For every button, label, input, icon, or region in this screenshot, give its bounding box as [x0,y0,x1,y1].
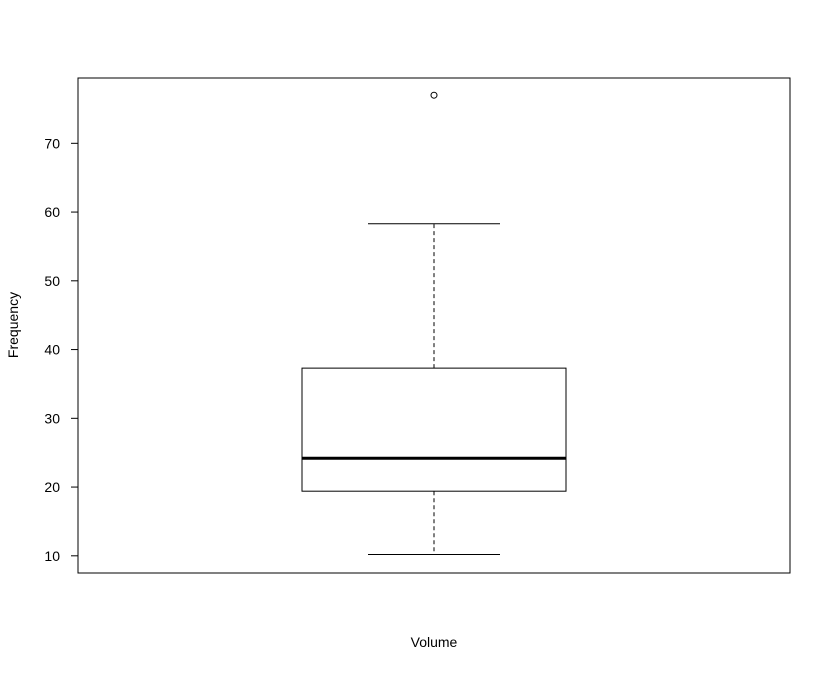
iqr-box [301,367,567,492]
y-tick-label-30: 30 [44,410,60,426]
y-tick-label-50: 50 [44,273,60,289]
plot-marks [301,91,567,555]
y-tick-label-10: 10 [44,548,60,564]
y-tick-label-40: 40 [44,342,60,358]
y-tick-label-70: 70 [44,135,60,151]
y-tick-label-20: 20 [44,479,60,495]
y-axis: 10 20 30 40 50 60 70 [44,135,79,564]
y-tick-label-60: 60 [44,204,60,220]
outlier-point-0 [430,91,438,99]
x-axis-title: Volume [411,634,458,650]
y-axis-title: Frequency [5,292,21,358]
